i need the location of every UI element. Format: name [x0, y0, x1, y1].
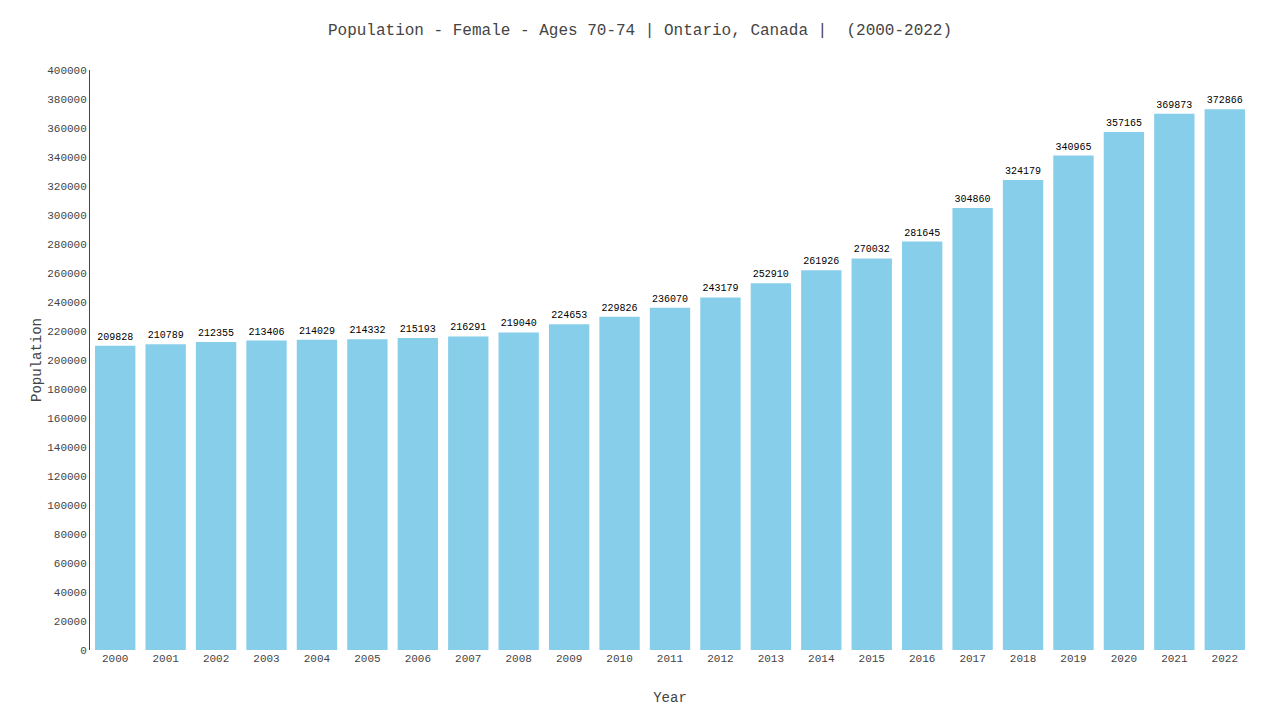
svg-text:219040: 219040: [501, 318, 537, 329]
svg-text:252910: 252910: [753, 269, 789, 280]
svg-text:2005: 2005: [354, 653, 380, 665]
svg-text:216291: 216291: [450, 322, 486, 333]
svg-text:214029: 214029: [299, 326, 335, 337]
svg-text:0: 0: [80, 645, 87, 657]
svg-text:Year: Year: [653, 690, 687, 706]
svg-text:2013: 2013: [758, 653, 784, 665]
svg-text:240000: 240000: [47, 297, 87, 309]
svg-text:2016: 2016: [909, 653, 935, 665]
svg-text:2009: 2009: [556, 653, 582, 665]
svg-text:357165: 357165: [1106, 118, 1142, 129]
svg-text:120000: 120000: [47, 471, 87, 483]
svg-text:369873: 369873: [1156, 100, 1192, 111]
svg-text:340965: 340965: [1055, 142, 1091, 153]
svg-text:60000: 60000: [54, 558, 87, 570]
svg-text:100000: 100000: [47, 500, 87, 512]
svg-text:224653: 224653: [551, 310, 587, 321]
svg-text:2019: 2019: [1060, 653, 1086, 665]
svg-text:281645: 281645: [904, 228, 940, 239]
svg-text:2015: 2015: [859, 653, 885, 665]
svg-text:220000: 220000: [47, 326, 87, 338]
svg-text:372866: 372866: [1207, 95, 1243, 106]
svg-text:2022: 2022: [1212, 653, 1238, 665]
svg-text:243179: 243179: [702, 283, 738, 294]
svg-text:229826: 229826: [602, 303, 638, 314]
svg-text:213406: 213406: [249, 327, 285, 338]
svg-text:261926: 261926: [803, 256, 839, 267]
svg-text:2017: 2017: [959, 653, 985, 665]
svg-text:2001: 2001: [152, 653, 179, 665]
svg-text:340000: 340000: [47, 152, 87, 164]
svg-text:2011: 2011: [657, 653, 684, 665]
svg-text:2003: 2003: [253, 653, 279, 665]
svg-text:160000: 160000: [47, 413, 87, 425]
svg-text:Population: Population: [29, 318, 45, 402]
svg-text:280000: 280000: [47, 239, 87, 251]
svg-text:320000: 320000: [47, 181, 87, 193]
svg-text:2021: 2021: [1161, 653, 1188, 665]
svg-text:Population - Female - Ages 70-: Population - Female - Ages 70-74 | Ontar…: [328, 22, 952, 40]
svg-text:2010: 2010: [606, 653, 632, 665]
svg-text:260000: 260000: [47, 268, 87, 280]
svg-text:236070: 236070: [652, 294, 688, 305]
svg-text:200000: 200000: [47, 355, 87, 367]
svg-text:270032: 270032: [854, 244, 890, 255]
svg-text:400000: 400000: [47, 65, 87, 77]
svg-text:40000: 40000: [54, 587, 87, 599]
svg-text:180000: 180000: [47, 384, 87, 396]
svg-text:212355: 212355: [198, 328, 234, 339]
svg-text:2008: 2008: [505, 653, 531, 665]
svg-text:324179: 324179: [1005, 166, 1041, 177]
svg-text:300000: 300000: [47, 210, 87, 222]
svg-text:80000: 80000: [54, 529, 87, 541]
svg-text:2012: 2012: [707, 653, 733, 665]
svg-text:2004: 2004: [304, 653, 331, 665]
svg-text:360000: 360000: [47, 123, 87, 135]
svg-text:2006: 2006: [405, 653, 431, 665]
svg-text:20000: 20000: [54, 616, 87, 628]
svg-text:209828: 209828: [97, 332, 133, 343]
svg-text:2018: 2018: [1010, 653, 1036, 665]
svg-text:380000: 380000: [47, 94, 87, 106]
svg-text:2000: 2000: [102, 653, 128, 665]
svg-text:2020: 2020: [1111, 653, 1137, 665]
svg-text:2007: 2007: [455, 653, 481, 665]
svg-text:210789: 210789: [148, 330, 184, 341]
svg-text:2014: 2014: [808, 653, 835, 665]
svg-text:215193: 215193: [400, 324, 436, 335]
svg-text:140000: 140000: [47, 442, 87, 454]
svg-text:2002: 2002: [203, 653, 229, 665]
svg-text:304860: 304860: [955, 194, 991, 205]
svg-text:214332: 214332: [349, 325, 385, 336]
